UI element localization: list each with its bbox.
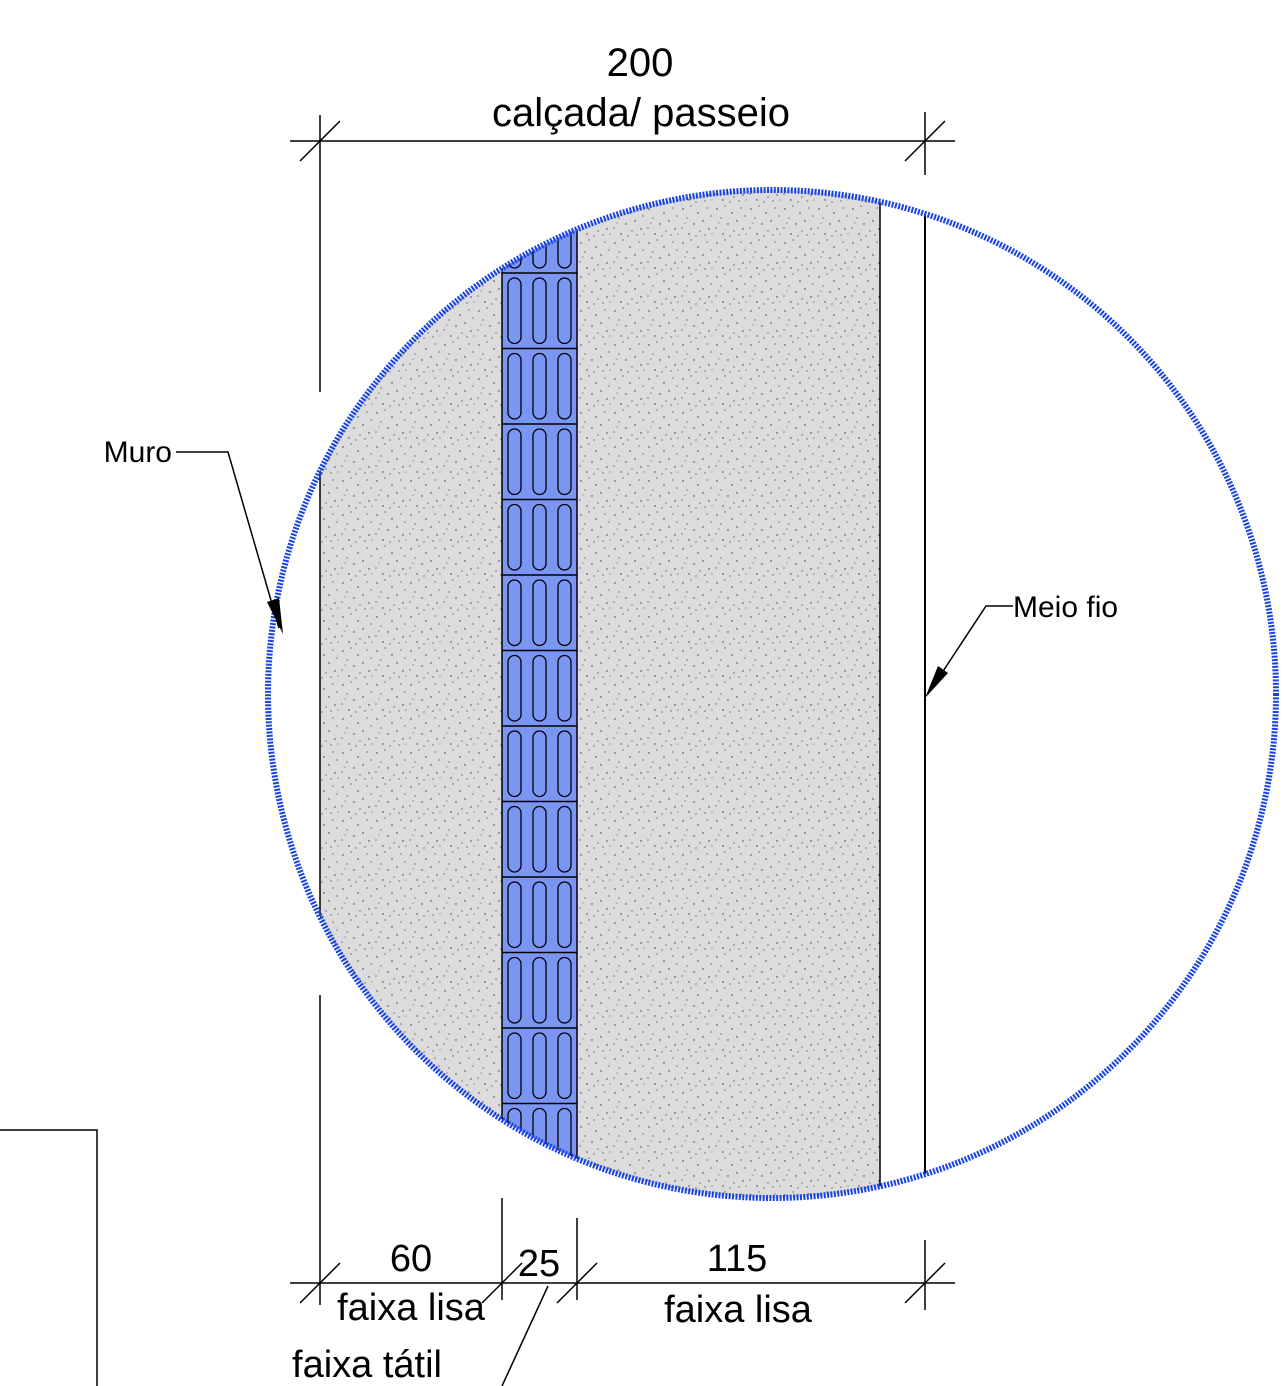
tactile-relief-bar <box>532 579 547 647</box>
tactile-relief-bar <box>507 352 522 420</box>
tactile-relief-bar <box>557 730 572 798</box>
reference-box-outline <box>0 1129 98 1386</box>
dimension-tick <box>904 120 946 162</box>
tactile-relief-bar <box>507 190 522 194</box>
tactile-relief-bar <box>557 956 572 1024</box>
tactile-relief-bar <box>557 1183 572 1198</box>
left-dimension-label: faixa lisa <box>337 1287 486 1329</box>
dimension-tick <box>556 1262 598 1304</box>
total-dimension-label: calçada/ passeio <box>492 91 790 135</box>
curb-leader-line <box>927 605 1013 695</box>
tactile-relief-bar <box>557 352 572 420</box>
tactile-relief-bar <box>557 805 572 873</box>
tactile-relief-bar <box>557 428 572 496</box>
faixa-lisa-right-area <box>577 190 880 1198</box>
tactile-relief-bar <box>532 654 547 722</box>
tactile-relief-bar <box>507 881 522 949</box>
tactile-relief-bar <box>507 1032 522 1100</box>
tactile-relief-bar <box>557 654 572 722</box>
dimension-tick <box>481 1262 523 1304</box>
tactile-relief-bar <box>557 579 572 647</box>
tactile-relief-bar <box>532 805 547 873</box>
tactile-strip <box>501 190 578 1198</box>
dimension-tick <box>299 1262 341 1304</box>
total-dimension-value: 200 <box>607 41 674 85</box>
tactile-relief-bar <box>532 881 547 949</box>
tactile-relief-bar <box>507 277 522 345</box>
tactile-relief-bar <box>532 730 547 798</box>
tactile-relief-bar <box>507 579 522 647</box>
tactile-dimension-label: faixa tátil <box>292 1344 442 1386</box>
dimension-tick <box>299 120 341 162</box>
tactile-dimension-value: 25 <box>518 1243 560 1285</box>
tactile-leader-line <box>501 1285 549 1386</box>
tactile-relief-bar <box>507 730 522 798</box>
tactile-relief-bar <box>532 277 547 345</box>
wall-leader-arrowhead <box>267 598 283 634</box>
detail-circle-outline <box>265 187 1279 1201</box>
tactile-relief-bar <box>532 428 547 496</box>
curb-callout-label: Meio fio <box>1013 591 1118 624</box>
tactile-relief-bar <box>532 956 547 1024</box>
right-dimension-value: 115 <box>707 1238 768 1280</box>
tactile-relief-bar <box>507 1183 522 1198</box>
tactile-relief-bar <box>532 190 547 194</box>
tactile-relief-bar <box>557 1032 572 1100</box>
tactile-relief-bar <box>507 503 522 571</box>
tactile-strip-background <box>501 190 578 1198</box>
wall-leader-line <box>176 451 280 629</box>
tactile-relief-bar <box>532 503 547 571</box>
wall-callout-label: Muro <box>104 436 172 469</box>
tactile-relief-bar <box>557 881 572 949</box>
faixa-lisa-left-area <box>320 190 502 1198</box>
tactile-relief-bar <box>507 805 522 873</box>
tactile-relief-bar <box>507 654 522 722</box>
tactile-relief-bar <box>507 428 522 496</box>
left-dimension-value: 60 <box>390 1238 432 1280</box>
tactile-relief-bar <box>557 503 572 571</box>
tactile-relief-bar <box>532 1183 547 1198</box>
detail-circle-interior <box>319 190 926 1198</box>
dimension-tick <box>904 1262 946 1304</box>
tactile-relief-bar <box>557 277 572 345</box>
right-dimension-label: faixa lisa <box>664 1289 813 1331</box>
tactile-relief-bar <box>532 352 547 420</box>
curb-leader-arrowhead <box>925 666 948 698</box>
tactile-relief-bar <box>507 956 522 1024</box>
tactile-relief-bar <box>557 190 572 194</box>
tactile-relief-bar <box>532 1032 547 1100</box>
